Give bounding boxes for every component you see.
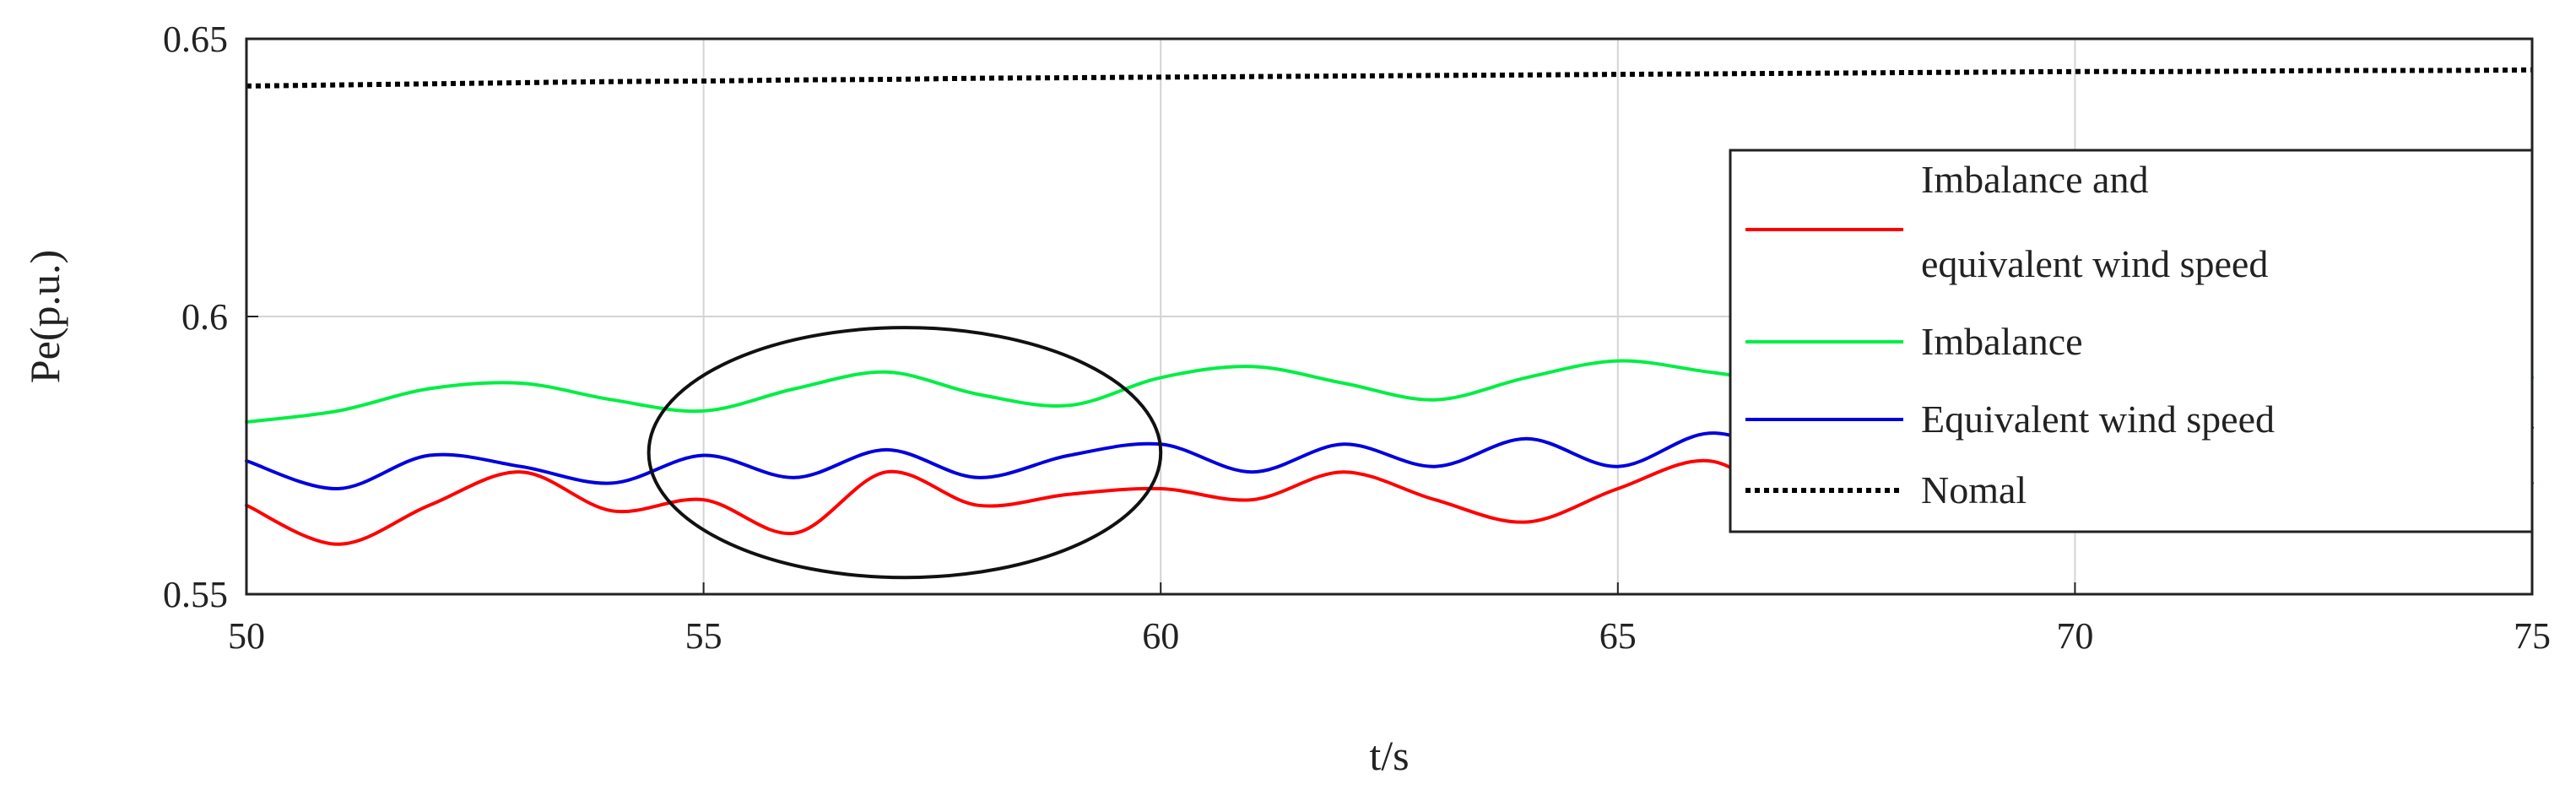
y-tick-label: 0.6 — [181, 296, 228, 338]
x-tick-label: 65 — [1599, 615, 1637, 657]
x-tick-label: 60 — [1142, 615, 1179, 657]
y-tick-labels: 0.55 0.6 0.65 — [163, 19, 258, 615]
x-tick-labels: 50 55 60 65 70 75 — [228, 582, 2551, 657]
y-tick-label: 0.65 — [163, 19, 228, 60]
x-tick-label: 55 — [685, 615, 722, 657]
x-tick-label: 70 — [2056, 615, 2093, 657]
highlight-ellipse — [647, 326, 1163, 580]
annotations — [647, 326, 1163, 580]
x-axis-label: t/s — [1369, 732, 1409, 779]
legend-label-1: Imbalance and equivalent wind speed — [1921, 158, 2268, 285]
legend-label-3: Equivalent wind speed — [1921, 398, 2275, 441]
legend-label-2: Imbalance — [1921, 320, 2083, 363]
legend-label-4: Nomal — [1921, 468, 2027, 511]
y-tick-label: 0.55 — [163, 574, 228, 615]
series-line-4 — [246, 67, 2533, 89]
legend: Imbalance and equivalent wind speed Imbala… — [1729, 149, 2534, 533]
x-tick-label: 50 — [228, 615, 265, 657]
x-tick-label: 75 — [2514, 615, 2551, 657]
y-axis-label: Pe(p.u.) — [21, 250, 68, 383]
